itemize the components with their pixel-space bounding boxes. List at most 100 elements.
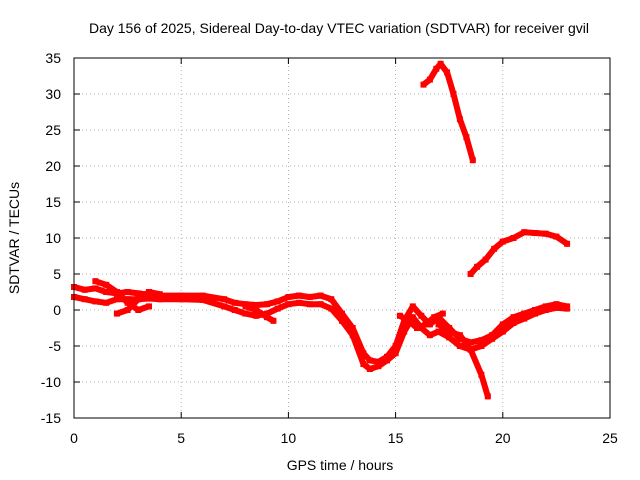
data-point: [231, 299, 238, 306]
data-point: [113, 289, 120, 295]
data-point: [274, 298, 281, 305]
data-point: [553, 233, 560, 240]
data-point: [510, 235, 517, 241]
data-point: [521, 315, 528, 322]
data-point: [489, 335, 496, 342]
data-point: [435, 328, 442, 335]
data-point: [491, 245, 498, 252]
series-mid-arc: [467, 229, 571, 277]
data-point: [339, 317, 345, 324]
y-tick-label: -10: [41, 374, 61, 390]
data-point: [360, 350, 367, 357]
data-point: [384, 357, 390, 364]
data-point: [92, 285, 99, 292]
data-point: [532, 310, 538, 317]
data-point: [199, 296, 206, 303]
x-tick-label: 10: [281, 430, 297, 446]
data-point: [124, 289, 131, 295]
data-point: [405, 317, 412, 324]
data-point: [426, 76, 433, 83]
data-point: [510, 314, 517, 321]
data-point: [296, 299, 303, 306]
data-point: [81, 296, 88, 303]
data-point: [532, 230, 538, 236]
series-rise-1: [396, 310, 446, 331]
data-point: [499, 238, 506, 245]
x-tick-label: 25: [602, 430, 618, 446]
data-point: [433, 65, 440, 72]
data-point: [426, 332, 433, 339]
x-axis-label: GPS time / hours: [287, 457, 394, 473]
data-point: [521, 310, 528, 317]
data-point: [285, 301, 292, 308]
series-dive: [435, 321, 491, 400]
data-point: [264, 314, 270, 321]
series-drop-1: [242, 303, 277, 324]
data-point: [409, 303, 416, 310]
data-point: [156, 296, 163, 303]
data-point: [450, 91, 457, 97]
data-point: [499, 328, 506, 335]
data-point: [199, 292, 206, 299]
y-tick-label: -5: [49, 338, 62, 354]
data-point: [146, 295, 152, 302]
data-point: [221, 303, 228, 310]
data-point: [92, 298, 99, 305]
data-point: [156, 291, 163, 298]
data-point: [467, 271, 474, 277]
data-point: [446, 334, 453, 341]
data-point: [542, 230, 549, 237]
data-point: [542, 303, 549, 310]
data-point: [401, 328, 408, 335]
data-point: [435, 321, 442, 328]
data-point: [253, 312, 260, 319]
data-point: [446, 328, 453, 335]
data-point: [366, 366, 373, 372]
y-tick-label: 10: [45, 230, 61, 246]
data-point: [375, 363, 382, 370]
series-layer: [71, 60, 571, 400]
data-point: [285, 294, 292, 300]
x-tick-label: 5: [177, 430, 185, 446]
data-point: [274, 305, 281, 312]
data-point: [564, 240, 571, 247]
data-point: [437, 60, 444, 67]
y-tick-label: 20: [45, 158, 61, 174]
data-point: [467, 339, 474, 346]
y-tick-label: 0: [53, 302, 61, 318]
chart-title: Day 156 of 2025, Sidereal Day-to-day VTE…: [89, 20, 589, 36]
series-line-drop-1: [242, 303, 277, 324]
data-point: [349, 325, 356, 331]
data-point: [317, 292, 324, 299]
y-tick-label: -15: [41, 410, 61, 426]
data-point: [469, 157, 476, 164]
data-point: [146, 289, 152, 295]
data-point: [467, 346, 474, 353]
y-tick-label: 5: [53, 266, 61, 282]
data-point: [482, 256, 489, 263]
data-point: [328, 305, 335, 312]
data-point: [113, 310, 120, 317]
data-point: [81, 286, 88, 293]
data-point: [178, 292, 185, 299]
data-point: [484, 393, 491, 400]
data-point: [456, 343, 463, 349]
data-point: [231, 307, 238, 313]
data-point: [375, 358, 382, 365]
data-point: [478, 343, 485, 349]
ticks: 0 5 10 15 20 25 -15 -10 -5 0 5 10 15 20 25 30 35: [41, 50, 618, 446]
data-point: [92, 278, 99, 285]
data-point: [431, 314, 438, 321]
data-point: [146, 303, 152, 310]
data-point: [444, 69, 451, 76]
data-point: [103, 299, 110, 306]
data-point: [478, 371, 485, 378]
y-tick-label: 15: [45, 194, 61, 210]
series-arc-loop-2: [113, 289, 163, 317]
data-point: [124, 299, 131, 306]
data-point: [420, 81, 427, 88]
data-point: [456, 332, 463, 339]
data-point: [439, 310, 446, 317]
y-tick-label: 30: [45, 86, 61, 102]
